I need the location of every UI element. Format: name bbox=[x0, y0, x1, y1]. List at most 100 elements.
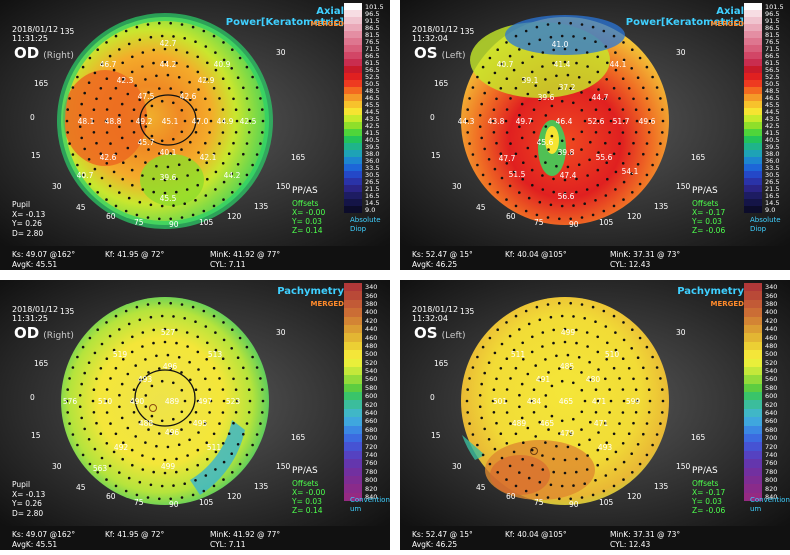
scale-row: 86.5 bbox=[344, 24, 388, 32]
offset-z: Z= -0.06 bbox=[692, 506, 726, 515]
scale-label: 400 bbox=[365, 308, 378, 317]
scale-row: 48.5 bbox=[344, 87, 388, 95]
scale-swatch bbox=[744, 122, 762, 129]
scale-row: 16.5 bbox=[344, 192, 388, 200]
angle-label: 105 bbox=[599, 218, 614, 227]
map-value: 480 bbox=[585, 375, 601, 384]
scale-row: 800 bbox=[744, 475, 788, 485]
scale-label: 660 bbox=[765, 417, 778, 426]
scale-row: 36.0 bbox=[344, 157, 388, 165]
map-value: 42.1 bbox=[199, 153, 217, 162]
angle-label: 60 bbox=[106, 492, 116, 501]
angle-label: 45 bbox=[476, 203, 486, 212]
scale-label: 640 bbox=[365, 409, 378, 418]
angle-label: 60 bbox=[106, 212, 116, 221]
eye-label: OS (Left) bbox=[414, 325, 466, 344]
scale-swatch bbox=[344, 283, 362, 292]
scale-row: 740 bbox=[344, 450, 388, 460]
angle-label: 30 bbox=[52, 182, 62, 191]
scale-label: 71.5 bbox=[365, 44, 380, 53]
map-value: 563 bbox=[92, 464, 108, 473]
scale-label: 101.5 bbox=[365, 2, 384, 11]
scale-swatch bbox=[344, 400, 362, 409]
angle-label: 135 bbox=[254, 202, 269, 211]
scale-row: 66.5 bbox=[744, 51, 788, 60]
pupil-d: D= 2.80 bbox=[12, 228, 44, 238]
scale-label: 26.5 bbox=[365, 177, 380, 186]
map-value: 523 bbox=[225, 397, 241, 406]
scale-row: 840 bbox=[344, 492, 388, 502]
scale-label: 48.5 bbox=[765, 86, 780, 95]
scale-label: 66.5 bbox=[765, 51, 780, 60]
scale-swatch bbox=[344, 87, 362, 94]
scale-label: 86.5 bbox=[765, 23, 780, 32]
scale-label: 720 bbox=[765, 442, 778, 451]
scale-label: 560 bbox=[365, 375, 378, 384]
scale-label: 660 bbox=[365, 417, 378, 426]
scale-swatch bbox=[344, 101, 362, 108]
scale-label: 39.5 bbox=[365, 142, 380, 151]
angle-label: 165 bbox=[291, 433, 306, 442]
map-value: 499 bbox=[160, 462, 176, 471]
scale-label: 52.5 bbox=[365, 72, 380, 81]
reading-avgk: AvgK: 46.25 bbox=[412, 540, 458, 549]
scale-swatch bbox=[744, 115, 762, 122]
scale-row: 420 bbox=[744, 316, 788, 325]
map-value: 496 bbox=[164, 428, 180, 437]
scale-label: 680 bbox=[365, 425, 378, 434]
angle-label: 0 bbox=[430, 393, 435, 402]
angle-label: 135 bbox=[654, 482, 669, 491]
scale-row: 14.5 bbox=[744, 199, 788, 207]
angle-label: 90 bbox=[569, 500, 579, 509]
scale-label: 66.5 bbox=[365, 51, 380, 60]
scale-row: 30.5 bbox=[344, 171, 388, 179]
scale-swatch bbox=[744, 442, 762, 451]
scale-swatch bbox=[744, 10, 762, 17]
scale-row: 780 bbox=[744, 467, 788, 476]
scale-swatch bbox=[344, 31, 362, 38]
scale-label: 520 bbox=[365, 358, 378, 367]
angle-label: 30 bbox=[676, 48, 686, 57]
scale-row: 42.5 bbox=[744, 121, 788, 130]
scale-row: 46.5 bbox=[344, 94, 388, 102]
scale-swatch bbox=[344, 185, 362, 192]
map-value: 46.7 bbox=[99, 60, 117, 69]
scale-row: 41.5 bbox=[344, 129, 388, 137]
scale-label: 460 bbox=[765, 333, 778, 342]
scale-swatch bbox=[344, 52, 362, 59]
map-title: Axial Power[Keratometric] bbox=[625, 6, 744, 28]
scale-label: 820 bbox=[365, 484, 378, 493]
axial-od-panel bbox=[0, 0, 390, 270]
k-readings-footer: Ks: 49.07 @162° Kf: 41.95 @ 72° MinK: 41.9… bbox=[0, 526, 390, 550]
merged-label: MERGED bbox=[310, 300, 344, 308]
scale-swatch bbox=[344, 80, 362, 87]
scale-row: 81.5 bbox=[744, 31, 788, 39]
angle-label: 135 bbox=[60, 27, 75, 36]
scale-swatch bbox=[744, 45, 762, 52]
scale-swatch bbox=[344, 157, 362, 164]
offset-x: X= -0.17 bbox=[692, 488, 726, 497]
scale-label: 56.5 bbox=[365, 65, 380, 74]
map-value: 47.0 bbox=[191, 117, 209, 126]
scale-swatch bbox=[344, 467, 362, 476]
angle-label: 60 bbox=[506, 492, 516, 501]
scale-row: 50.5 bbox=[744, 80, 788, 88]
scale-swatch bbox=[744, 17, 762, 24]
scale-row: 21.5 bbox=[744, 185, 788, 193]
map-value: 495 bbox=[192, 419, 208, 428]
scale-row: 71.5 bbox=[344, 44, 388, 53]
scale-row: 680 bbox=[344, 425, 388, 435]
offset-label: Offsets bbox=[292, 479, 319, 488]
scale-label: 520 bbox=[765, 358, 778, 367]
scale-label: 42.5 bbox=[765, 121, 780, 130]
map-value: 471 bbox=[593, 419, 609, 428]
color-scale: 340 360 380 400 420 440 460 480 500 520 540 560 580 6… bbox=[344, 283, 388, 502]
offset-z: Z= -0.06 bbox=[692, 226, 726, 235]
scale-label: 9.0 bbox=[365, 205, 376, 214]
scale-row: 41.5 bbox=[744, 129, 788, 137]
scale-swatch bbox=[744, 392, 762, 401]
scale-label: 840 bbox=[365, 492, 378, 501]
scale-label: 540 bbox=[365, 367, 378, 376]
scale-row: 360 bbox=[344, 291, 388, 300]
scale-label: 620 bbox=[365, 400, 378, 409]
